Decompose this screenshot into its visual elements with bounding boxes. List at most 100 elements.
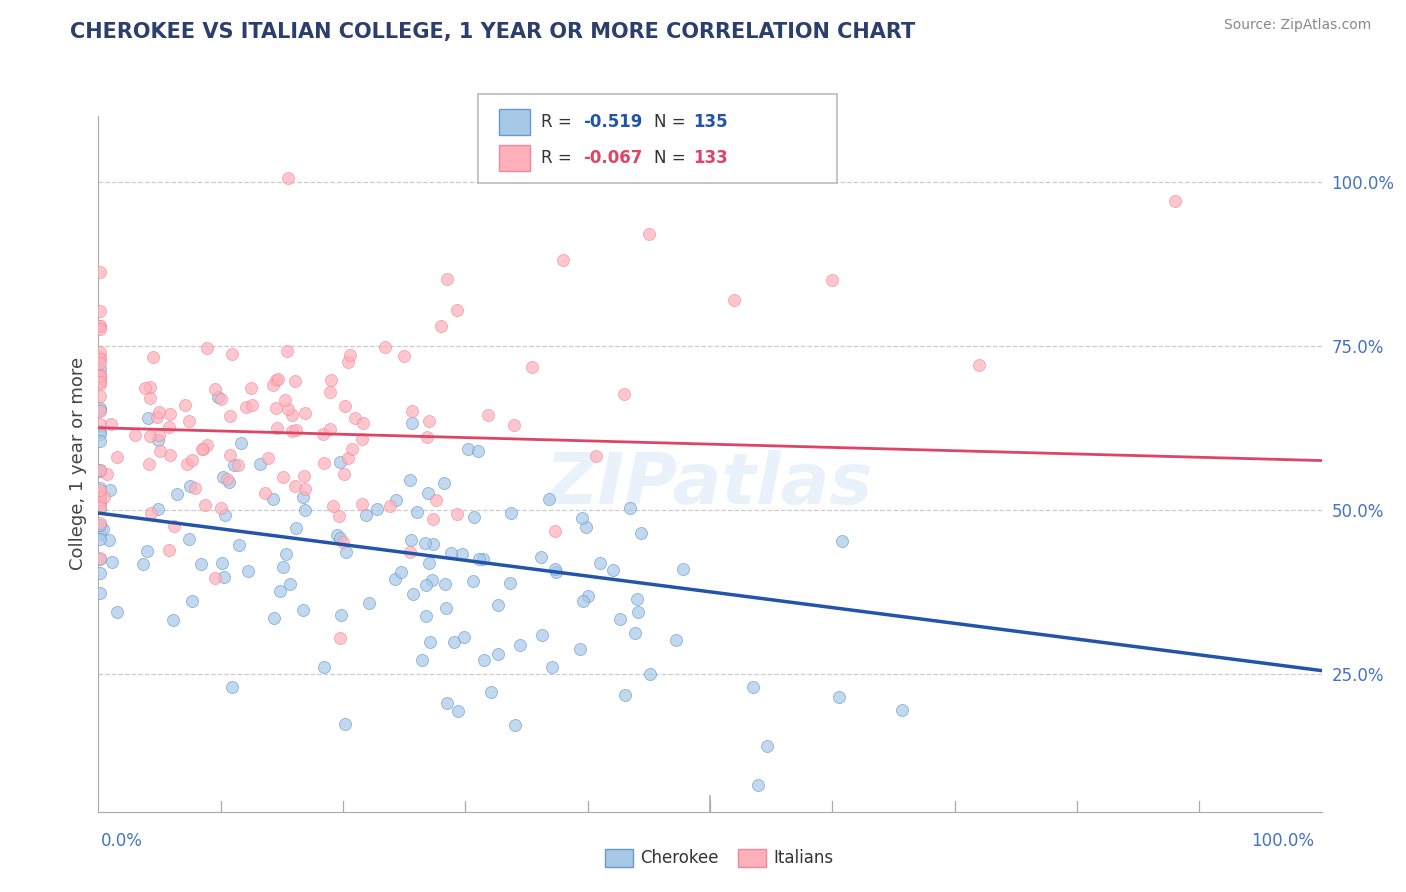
Point [271,560,294,574]
Point [89,496,111,510]
Point [89,401,111,415]
Point [148,428,170,442]
Point [89,566,111,580]
Point [207,390,229,404]
Point [415,578,437,592]
Point [284,521,307,535]
Point [89,417,111,431]
Point [453,630,475,644]
Point [221,680,243,694]
Point [322,500,344,514]
Text: Source: ZipAtlas.com: Source: ZipAtlas.com [1223,18,1371,32]
Point [138,380,160,394]
Point [576,589,599,603]
Point [374,339,396,353]
Point [180,453,202,467]
Point [418,414,440,428]
Point [440,545,463,559]
Point [89,491,111,505]
Point [326,528,349,542]
Text: R =: R = [541,149,578,167]
Point [585,449,607,463]
Point [665,632,688,647]
Point [221,347,243,361]
Point [173,398,195,412]
Point [503,418,526,433]
Point [392,349,415,363]
Point [337,450,360,465]
Point [436,696,458,710]
Point [575,520,598,534]
Point [543,524,565,538]
Point [89,344,111,359]
Point [89,368,111,382]
Point [105,450,128,464]
Point [509,638,531,652]
Point [157,543,180,558]
Point [204,382,226,396]
Point [436,272,458,286]
Point [211,556,233,570]
Point [399,544,422,558]
Point [531,628,554,642]
Point [477,408,499,422]
Point [162,613,184,627]
Point [211,470,233,484]
Point [343,411,366,425]
Point [352,416,374,430]
Point [501,506,523,520]
Point [821,273,844,287]
Point [419,635,441,649]
Point [329,531,352,545]
Text: CHEROKEE VS ITALIAN COLLEGE, 1 YEAR OR MORE CORRELATION CHART: CHEROKEE VS ITALIAN COLLEGE, 1 YEAR OR M… [70,22,915,42]
Point [89,493,111,508]
Point [89,500,111,515]
Point [630,526,652,541]
Point [359,596,381,610]
Point [339,348,361,362]
Point [209,500,232,515]
Point [249,457,271,471]
Point [257,451,280,466]
Point [522,360,544,375]
Point [420,573,443,587]
Point [89,551,111,566]
Point [89,351,111,366]
Point [266,420,288,434]
Point [329,608,352,623]
Point [294,502,316,516]
Point [139,429,162,443]
Point [332,467,354,482]
Point [446,704,468,718]
Point [329,631,352,645]
Point [139,391,162,405]
Point [263,611,285,625]
Point [340,442,363,456]
Point [422,512,444,526]
Point [239,380,262,394]
Point [537,492,560,507]
Point [463,510,485,524]
Point [264,373,287,387]
Point [609,612,631,626]
Text: -0.519: -0.519 [583,113,643,131]
Point [292,469,315,483]
Text: R =: R = [541,113,578,131]
Point [468,552,491,566]
Point [212,570,235,584]
Text: Cherokee: Cherokee [640,849,718,867]
Point [89,495,111,509]
Point [530,550,553,565]
Point [336,355,359,369]
Point [89,318,111,333]
Point [89,518,111,533]
Point [240,398,263,412]
Point [269,584,291,599]
Point [406,505,429,519]
Point [311,426,333,441]
Point [278,577,301,591]
Point [433,577,456,591]
Point [264,401,287,415]
Point [136,544,159,558]
Point [136,410,159,425]
